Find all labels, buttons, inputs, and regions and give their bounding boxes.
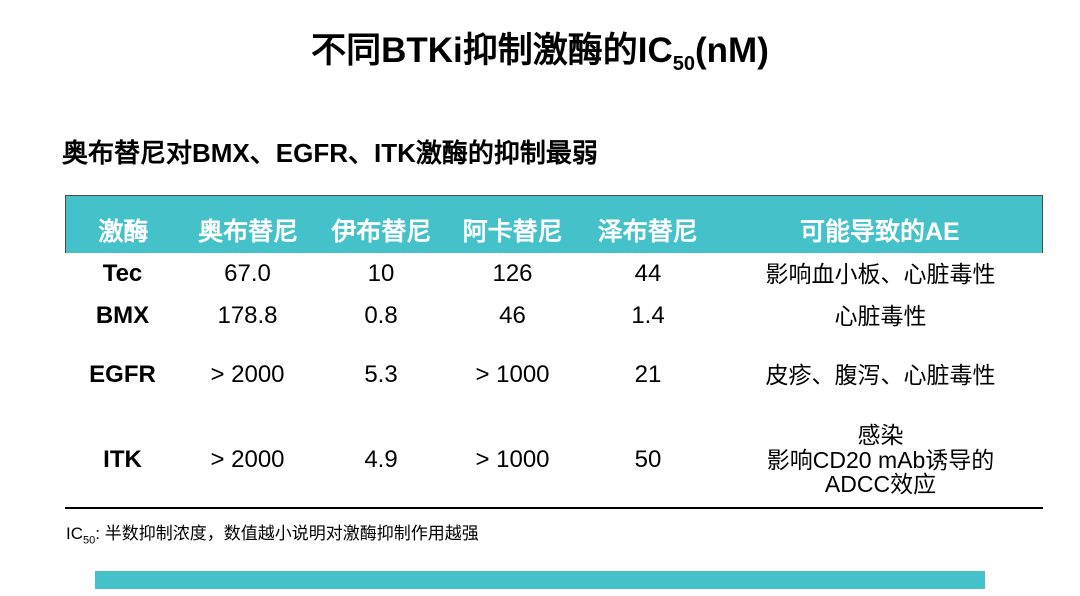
kinase-name: EGFR xyxy=(89,361,156,389)
ic50-value: 50 xyxy=(634,446,662,474)
ae-cell: 感染 影响CD20 mAb诱导的 ADCC效应 xyxy=(718,421,1043,498)
ic50-value: 67.0 xyxy=(224,260,271,288)
ic50-value: 1.4 xyxy=(631,302,665,330)
column-header-orelabrutinib: 奥布替尼 xyxy=(198,217,299,246)
btki-ic50-table: 激酶 奥布替尼 伊布替尼 阿卡替尼 泽布替尼 可能导致的AE Tec 67.0 … xyxy=(65,195,1043,509)
ae-line: ADCC效应 xyxy=(824,471,937,498)
kinase-name: BMX xyxy=(95,302,150,330)
title-text: 不同BTKi抑制激酶的IC xyxy=(311,31,673,70)
table-row-bmx: BMX 178.8 0.8 46 1.4 心脏毒性 xyxy=(65,295,1043,337)
footnote-text: : 半数抑制浓度，数值越小说明对激酶抑制作用越强 xyxy=(95,524,479,543)
ic50-value: 0.8 xyxy=(364,302,398,330)
column-header-possible-ae: 可能导致的AE xyxy=(799,217,960,246)
ae-line: 心脏毒性 xyxy=(834,302,927,329)
ic50-value: 178.8 xyxy=(217,302,278,330)
ic50-value: 44 xyxy=(634,260,662,288)
ic50-value: 126 xyxy=(492,260,533,288)
bottom-accent-bar xyxy=(95,571,985,589)
footnote-prefix: IC xyxy=(66,524,83,543)
column-header-acalabrutinib: 阿卡替尼 xyxy=(462,217,563,246)
ic50-value: > 2000 xyxy=(210,446,285,474)
ae-cell: 影响血小板、心脏毒性 xyxy=(718,260,1043,287)
ic50-value: 46 xyxy=(499,302,526,330)
ae-cell: 皮疹、腹泻、心脏毒性 xyxy=(718,361,1043,388)
ae-line: 影响血小板、心脏毒性 xyxy=(765,260,996,287)
table-header-row: 激酶 奥布替尼 伊布替尼 阿卡替尼 泽布替尼 可能导致的AE xyxy=(65,195,1043,253)
footnote-subscript: 50 xyxy=(83,534,96,547)
footnote: IC50: 半数抑制浓度，数值越小说明对激酶抑制作用越强 xyxy=(66,519,479,546)
ae-line: 皮疹、腹泻、心脏毒性 xyxy=(765,361,996,388)
table-bottom-rule xyxy=(65,507,1043,509)
title-subscript: 50 xyxy=(672,53,696,75)
kinase-name: Tec xyxy=(102,260,143,288)
slide-subtitle: 奥布替尼对BMX、EGFR、ITK激酶的抑制最弱 xyxy=(62,138,598,168)
table-row-egfr: EGFR > 2000 5.3 > 1000 21 皮疹、腹泻、心脏毒性 xyxy=(65,337,1043,413)
column-header-kinase: 激酶 xyxy=(98,217,149,246)
title-suffix: (nM) xyxy=(695,31,769,70)
ic50-value: 5.3 xyxy=(364,361,398,389)
table-row-tec: Tec 67.0 10 126 44 影响血小板、心脏毒性 xyxy=(65,253,1043,295)
ic50-value: 10 xyxy=(367,260,395,288)
column-header-zanubrutinib: 泽布替尼 xyxy=(597,217,698,246)
ae-line: 感染 xyxy=(857,421,904,448)
table-row-itk: ITK > 2000 4.9 > 1000 50 感染 影响CD20 mAb诱导… xyxy=(65,413,1043,507)
column-header-ibrutinib: 伊布替尼 xyxy=(331,217,432,246)
ic50-value: > 2000 xyxy=(210,361,285,389)
ic50-value: > 1000 xyxy=(475,361,550,389)
slide-title: 不同BTKi抑制激酶的IC50(nM) xyxy=(0,22,1080,76)
ic50-value: > 1000 xyxy=(475,446,550,474)
ae-cell: 心脏毒性 xyxy=(718,302,1043,329)
ic50-value: 4.9 xyxy=(364,446,398,474)
ic50-value: 21 xyxy=(634,361,662,389)
ae-line: 影响CD20 mAb诱导的 xyxy=(766,446,995,473)
kinase-name: ITK xyxy=(103,446,142,474)
